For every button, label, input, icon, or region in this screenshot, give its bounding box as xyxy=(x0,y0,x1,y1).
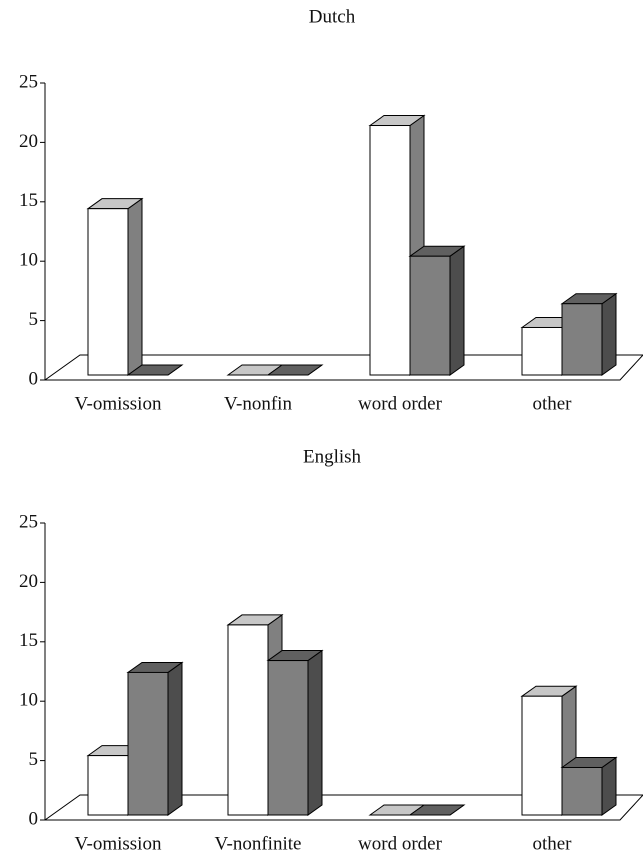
bar xyxy=(521,326,563,376)
y-tick-label: 15 xyxy=(19,190,38,211)
bar-top xyxy=(408,804,466,816)
y-tick-label: 0 xyxy=(29,368,39,389)
y-tick-label: 5 xyxy=(29,309,39,330)
x-tick-label: other xyxy=(532,393,572,414)
x-tick-label: V-nonfinite xyxy=(215,833,302,854)
bar xyxy=(267,660,309,816)
bar-top xyxy=(126,364,184,376)
y-tick-label: 20 xyxy=(19,131,38,152)
bar xyxy=(127,671,169,816)
y-tick-label: 10 xyxy=(19,250,38,271)
bar-side xyxy=(167,661,183,816)
x-tick-label: V-omission xyxy=(75,393,162,414)
x-tick-label: word order xyxy=(358,833,443,854)
bar xyxy=(561,303,603,376)
x-tick-label: V-omission xyxy=(75,833,162,854)
bar-side xyxy=(601,292,617,376)
y-tick-label: 25 xyxy=(19,71,38,92)
y-tick-label: 25 xyxy=(19,511,38,532)
chart-title: Dutch xyxy=(309,6,356,27)
floor xyxy=(43,794,643,821)
bar-top xyxy=(266,364,324,376)
bar-side xyxy=(307,649,323,816)
bar xyxy=(521,695,563,816)
bar-side xyxy=(127,197,143,376)
bar xyxy=(227,624,269,816)
y-tick-label: 5 xyxy=(29,749,39,770)
floor xyxy=(43,354,643,381)
x-tick-label: other xyxy=(532,833,572,854)
bar-side xyxy=(449,245,465,376)
x-tick-label: V-nonfin xyxy=(224,393,292,414)
y-tick-label: 10 xyxy=(19,690,38,711)
y-tick-label: 0 xyxy=(29,808,39,829)
bar xyxy=(561,766,603,816)
chart-title: English xyxy=(303,446,362,467)
bar xyxy=(369,125,411,376)
y-tick-label: 15 xyxy=(19,630,38,651)
bar xyxy=(87,755,129,816)
bar xyxy=(409,255,451,376)
x-tick-label: word order xyxy=(358,393,443,414)
y-tick-label: 20 xyxy=(19,571,38,592)
bar xyxy=(87,208,129,376)
